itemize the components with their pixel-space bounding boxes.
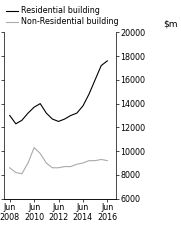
Legend: Residential building, Non-Residential building: Residential building, Non-Residential bu… — [6, 6, 119, 26]
Text: $m: $m — [163, 20, 177, 29]
